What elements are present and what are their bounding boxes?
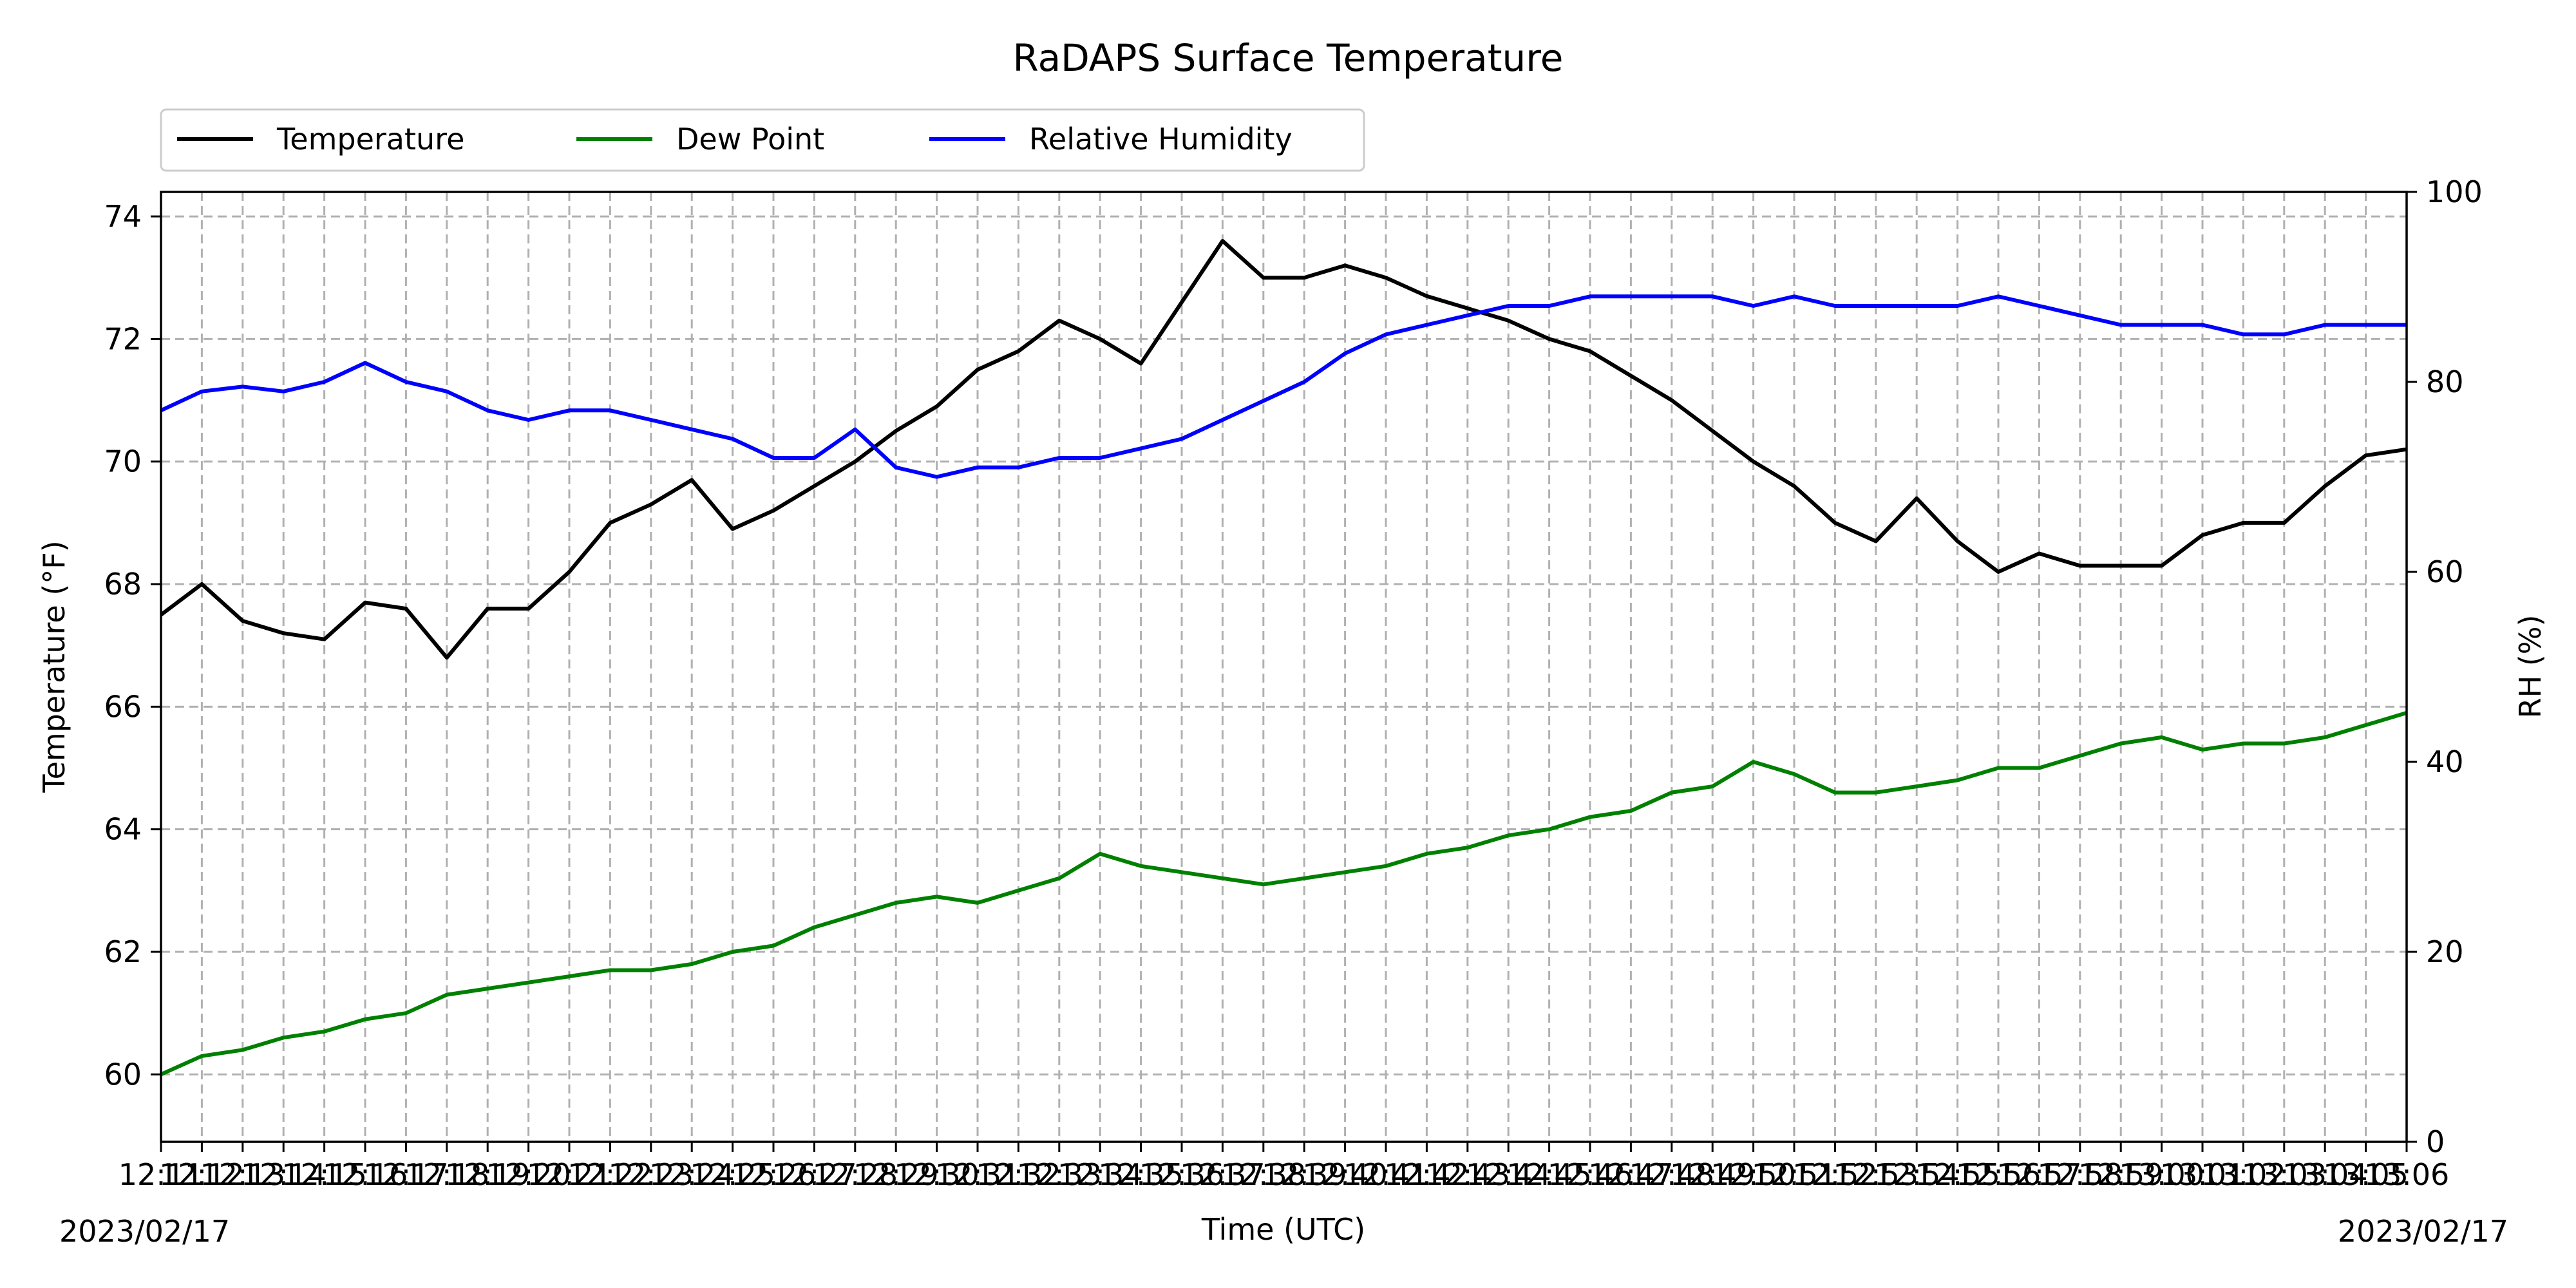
x-tick-label: 12:33	[1017, 1157, 1103, 1192]
legend: Temperature Dew Point Relative Humidity	[160, 108, 1365, 172]
y2-tick-label: 40	[2426, 744, 2464, 779]
legend-item-relative-humidity: Relative Humidity	[929, 122, 1293, 156]
legend-label: Relative Humidity	[1029, 122, 1293, 156]
x-tick-label: 12:57	[1996, 1157, 2082, 1192]
legend-item-dew-point: Dew Point	[576, 122, 824, 156]
x-tick-label: 12:25	[690, 1157, 775, 1192]
date-left-label: 2023/02/17	[59, 1214, 230, 1249]
x-tick-label: 12:29	[853, 1157, 939, 1192]
x-tick-label: 12:32	[976, 1157, 1061, 1192]
series-line-temperature	[160, 239, 2407, 660]
x-tick-label: 12:28	[813, 1157, 898, 1192]
x-tick-label: 12:45	[1506, 1157, 1592, 1192]
x-tick-label: 12:31	[935, 1157, 1021, 1192]
x-axis-label: Time (UTC)	[1201, 1212, 1365, 1247]
x-tick-label: 13:02	[2201, 1157, 2286, 1192]
x-tick-label: 12:34	[1057, 1157, 1143, 1192]
x-tick-label: 12:41	[1343, 1157, 1429, 1192]
legend-item-temperature: Temperature	[177, 122, 464, 156]
x-tick-label: 12:43	[1425, 1157, 1511, 1192]
grid	[160, 192, 2408, 1142]
x-tick-label: 12:49	[1670, 1157, 1756, 1192]
legend-label: Dew Point	[676, 122, 824, 156]
y-tick-label: 62	[104, 934, 142, 969]
x-tick-label: 12:12	[159, 1157, 245, 1192]
x-tick-label: 12:16	[323, 1157, 408, 1192]
x-tick-label: 12:15	[281, 1157, 367, 1192]
x-tick-label: 12:20	[486, 1157, 571, 1192]
x-tick-label: 12:42	[1384, 1157, 1470, 1192]
x-tick-label: 12:26	[731, 1157, 817, 1192]
x-tick-label: 12:24	[649, 1157, 735, 1192]
series-line-dew-point	[160, 711, 2407, 1077]
y-tick-label: 66	[104, 689, 142, 724]
y-tick-label: 72	[104, 321, 142, 356]
series-line-relative-humidity	[160, 294, 2407, 479]
y-axis-label: Temperature (°F)	[37, 540, 71, 793]
x-tick-label: 13:04	[2282, 1157, 2368, 1192]
x-tick-label: 12:58	[2038, 1157, 2123, 1192]
x-tick-label: 12:38	[1221, 1157, 1307, 1192]
y-tick-label: 70	[104, 444, 142, 479]
x-tick-label: 12:36	[1139, 1157, 1225, 1192]
y2-tick-label: 60	[2426, 554, 2464, 589]
x-tick-label: 13:06	[2364, 1157, 2450, 1192]
x-tick-label: 12:14	[241, 1157, 327, 1192]
date-right-label: 2023/02/17	[2338, 1214, 2508, 1249]
y-axis-right: 0 20 40 60 80 100	[2407, 175, 2483, 1159]
x-tick-label: 13:01	[2160, 1157, 2246, 1192]
y2-axis-label: RH (%)	[2513, 615, 2548, 719]
x-tick-label: 12:54	[1874, 1157, 1960, 1192]
y-tick-label: 74	[104, 199, 142, 234]
legend-frame	[160, 108, 1365, 172]
x-tick-label: 12:39	[1262, 1157, 1347, 1192]
x-tick-label: 12:46	[1548, 1157, 1633, 1192]
y-tick-label: 60	[104, 1057, 142, 1092]
x-tick-label: 12:48	[1629, 1157, 1715, 1192]
x-tick-label: 12:19	[445, 1157, 531, 1192]
x-tick-label: 12:55	[1915, 1157, 2000, 1192]
x-tick-label: 13:05	[2323, 1157, 2409, 1192]
x-tick-label: 12:35	[1098, 1157, 1184, 1192]
x-tick-label: 12:37	[1180, 1157, 1265, 1192]
y2-tick-label: 100	[2426, 175, 2483, 209]
plot-frame	[160, 191, 2408, 1143]
x-tick-label: 12:21	[527, 1157, 612, 1192]
x-tick-label: 12:53	[1833, 1157, 1919, 1192]
y-axis-left: 60 62 64 66 68 70 72 74	[104, 199, 161, 1092]
x-tick-label: 12:50	[1710, 1157, 1796, 1192]
y2-tick-label: 80	[2426, 365, 2464, 399]
x-tick-label: 12:13	[200, 1157, 286, 1192]
series-layer	[160, 239, 2407, 1077]
x-tick-label: 12:17	[363, 1157, 449, 1192]
x-tick-label: 12:52	[1792, 1157, 1878, 1192]
x-tick-label: 13:00	[2119, 1157, 2204, 1192]
x-axis: 12:1112:1312:1512:1712:1912:2112:2312:25…	[118, 1142, 2450, 1192]
x-tick-label: 12:30	[894, 1157, 980, 1192]
x-tick-label: 12:44	[1466, 1157, 1551, 1192]
x-tick-label: 12:18	[404, 1157, 490, 1192]
x-tick-label: 13:03	[2242, 1157, 2327, 1192]
x-tick-label: 12:47	[1588, 1157, 1674, 1192]
x-tick-label: 12:11	[118, 1157, 204, 1192]
y2-tick-label: 20	[2426, 934, 2464, 969]
chart-title: RaDAPS Surface Temperature	[1013, 36, 1564, 80]
x-tick-label: 12:56	[1956, 1157, 2041, 1192]
x-tick-label: 12:27	[772, 1157, 857, 1192]
x-tick-label: 12:51	[1752, 1157, 1837, 1192]
y-tick-label: 64	[104, 812, 142, 847]
x-tick-label: 12:23	[609, 1157, 694, 1192]
x-tick-label: 12:40	[1302, 1157, 1388, 1192]
legend-label: Temperature	[276, 122, 464, 156]
x-tick-label: 12:59	[2078, 1157, 2164, 1192]
y2-tick-label: 0	[2426, 1124, 2445, 1159]
y-tick-label: 68	[104, 567, 142, 601]
x-tick-label: 12:22	[567, 1157, 653, 1192]
